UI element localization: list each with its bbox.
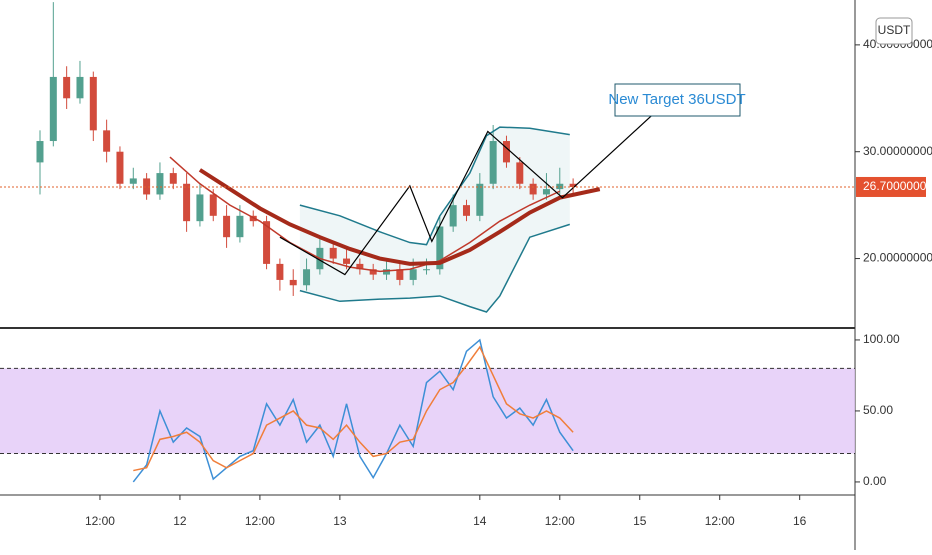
candle-body bbox=[489, 141, 497, 184]
candle-body bbox=[236, 215, 244, 238]
candle-body bbox=[343, 258, 351, 264]
candle-body bbox=[383, 269, 391, 275]
overlay-line bbox=[299, 223, 571, 313]
candle-body bbox=[209, 194, 217, 216]
candle-body bbox=[129, 178, 137, 184]
candle-body bbox=[276, 263, 284, 280]
candle-body bbox=[89, 76, 97, 131]
candle-body bbox=[49, 76, 57, 142]
x-tick-label: 16 bbox=[793, 514, 807, 528]
candle-body bbox=[289, 279, 297, 286]
candle-body bbox=[303, 269, 311, 286]
candle-body bbox=[156, 173, 164, 195]
overlay-line bbox=[299, 126, 570, 246]
candle-body bbox=[76, 76, 84, 99]
candle-body bbox=[36, 141, 44, 163]
currency-button-label[interactable]: USDT bbox=[878, 23, 911, 37]
overlay-line bbox=[279, 89, 681, 276]
annotation-box bbox=[614, 83, 741, 117]
oscillator-line bbox=[133, 345, 574, 472]
candle-body bbox=[196, 194, 204, 222]
band-fill bbox=[299, 127, 570, 312]
candle-body bbox=[462, 205, 470, 216]
oscillator-line bbox=[132, 338, 574, 483]
x-tick-label: 12:00 bbox=[245, 514, 275, 528]
x-tick-label: 12:00 bbox=[545, 514, 575, 528]
annotation: New Target 36USDT bbox=[608, 91, 745, 108]
candle-body bbox=[369, 269, 377, 275]
x-tick-label: 15 bbox=[633, 514, 647, 528]
y-tick-label: 50.00 bbox=[863, 403, 893, 417]
candle-body bbox=[249, 215, 257, 222]
overlay-line bbox=[198, 168, 601, 266]
candle-body bbox=[63, 76, 71, 99]
candle-body bbox=[169, 173, 177, 184]
candle-body bbox=[116, 151, 124, 184]
candle-body bbox=[569, 183, 577, 187]
y-tick-label: 100.00 bbox=[863, 332, 900, 346]
candle-body bbox=[356, 263, 364, 270]
candle-body bbox=[396, 269, 404, 280]
overlay-line bbox=[169, 156, 561, 273]
candle-body bbox=[556, 183, 564, 190]
candle-body bbox=[529, 183, 537, 195]
candle-body bbox=[476, 183, 484, 216]
x-tick-label: 14 bbox=[473, 514, 487, 528]
y-tick-label: 0.00 bbox=[863, 474, 887, 488]
currency-button[interactable] bbox=[875, 17, 913, 45]
candle-body bbox=[502, 141, 510, 163]
candle-body bbox=[542, 189, 550, 195]
candle-body bbox=[409, 269, 417, 280]
candle-body bbox=[223, 215, 231, 238]
y-tick-label: 30.00000000 bbox=[863, 144, 932, 158]
candle-body bbox=[449, 205, 457, 227]
candle-body bbox=[423, 269, 431, 271]
last-price-label: 26.70000000 bbox=[863, 179, 932, 193]
x-tick-label: 12:00 bbox=[705, 514, 735, 528]
y-tick-label: 20.00000000 bbox=[863, 251, 932, 265]
candle-body bbox=[103, 130, 111, 152]
last-price-box bbox=[856, 176, 926, 197]
candle-body bbox=[183, 183, 191, 222]
candle-body bbox=[516, 162, 524, 184]
x-tick-label: 13 bbox=[333, 514, 347, 528]
candle-body bbox=[329, 247, 337, 259]
candle-body bbox=[263, 221, 271, 264]
candle-body bbox=[143, 178, 151, 195]
x-tick-label: 12:00 bbox=[85, 514, 115, 528]
candle-body bbox=[436, 226, 444, 270]
x-tick-label: 12 bbox=[173, 514, 187, 528]
